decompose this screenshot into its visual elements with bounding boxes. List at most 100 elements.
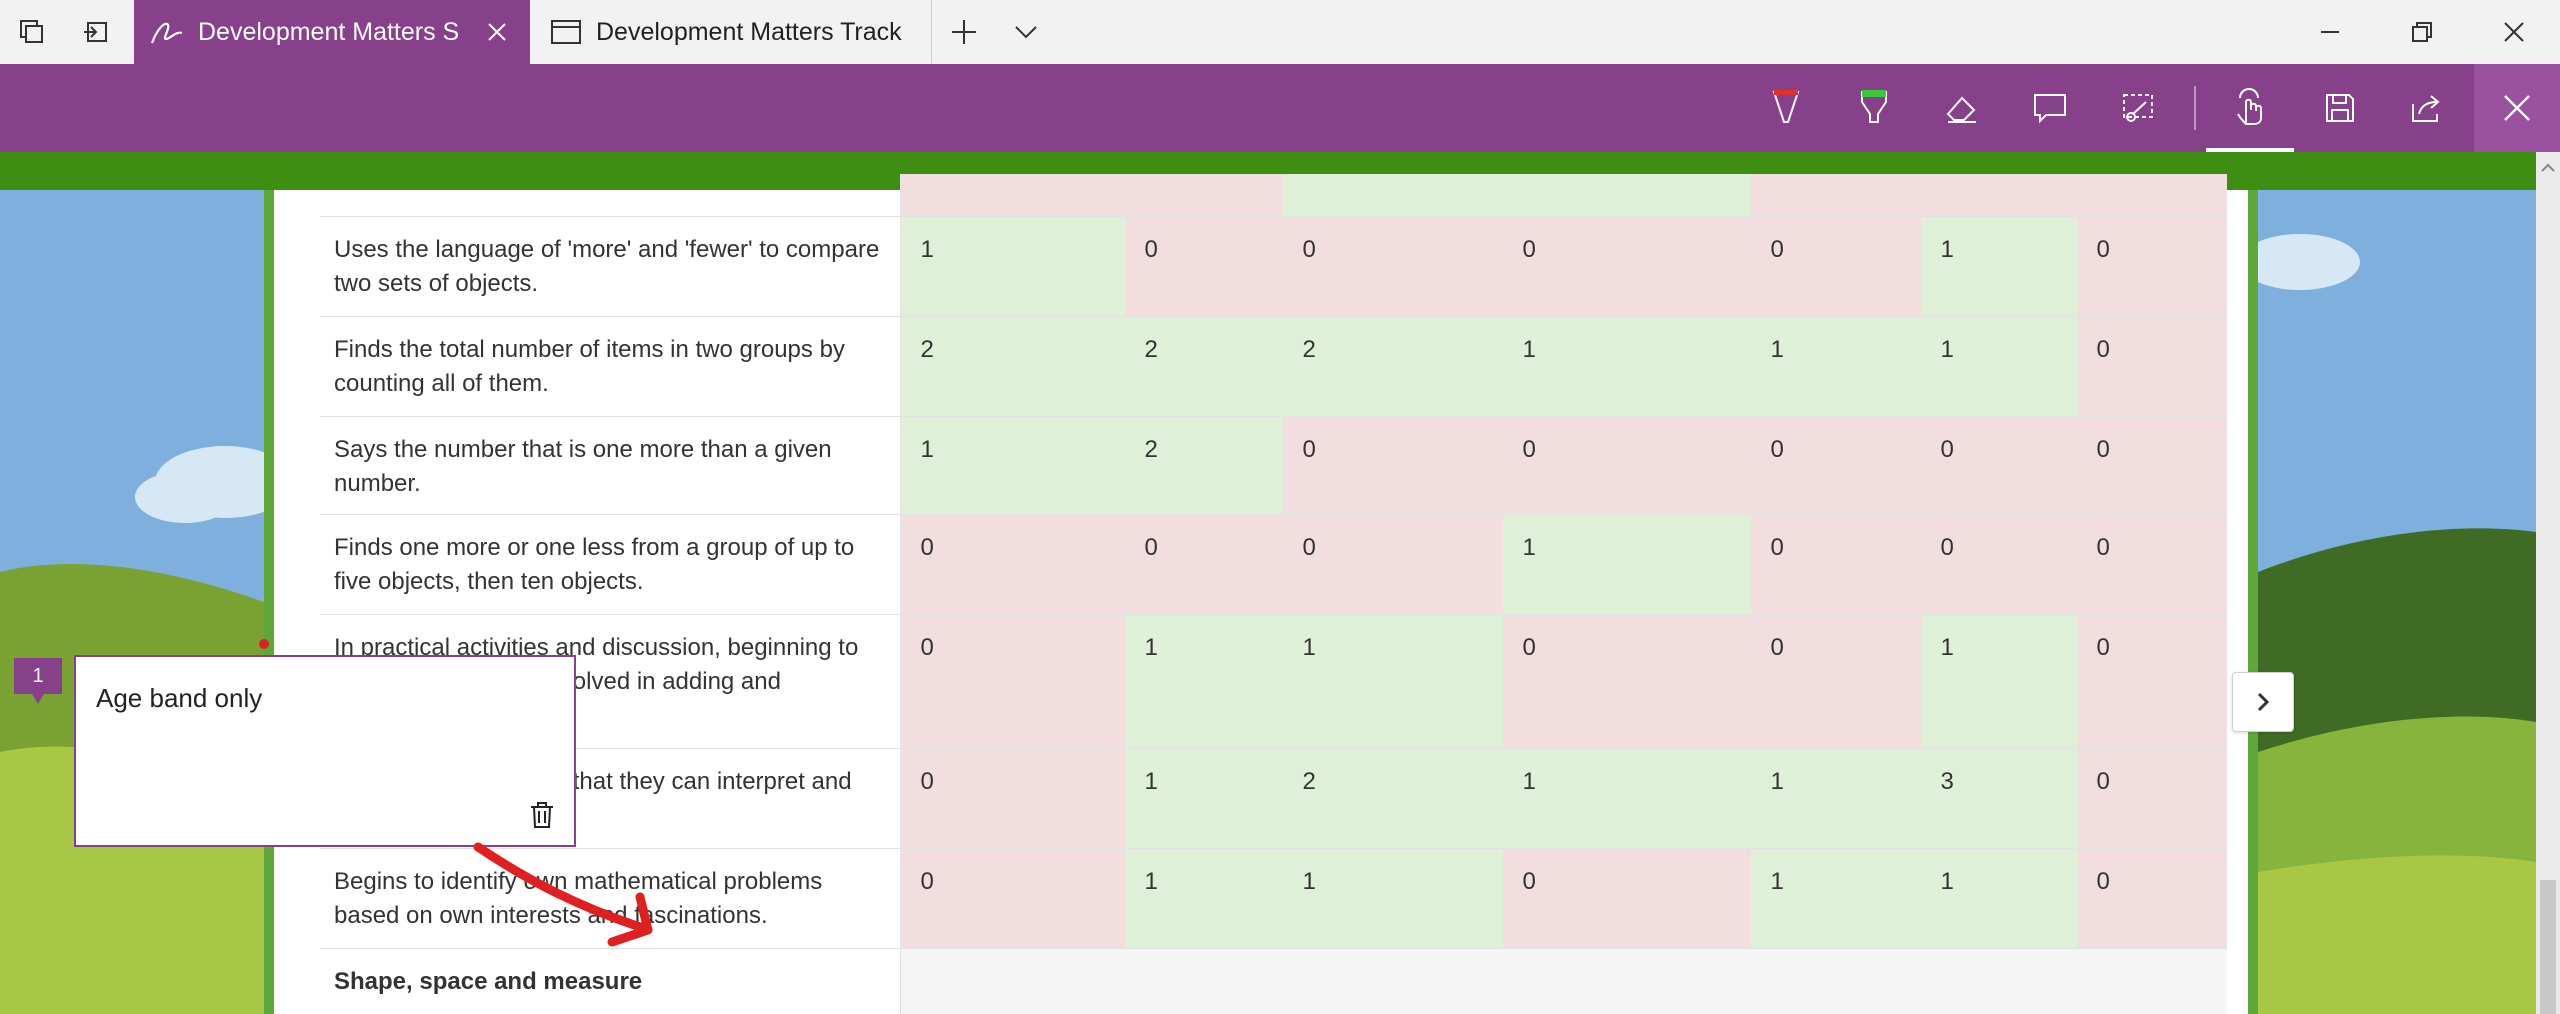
- table-cell: 0: [2076, 848, 2227, 949]
- table-cell: 0: [1502, 848, 1751, 949]
- add-note-icon: [2034, 94, 2066, 124]
- table-cell: 0: [900, 514, 1125, 615]
- table-cell: 0: [1282, 416, 1503, 515]
- table-cell: 3: [1920, 748, 2077, 849]
- comment-number: 1: [32, 664, 44, 687]
- tab-title: Development Matters S: [198, 17, 460, 46]
- table-cell: 0: [900, 748, 1125, 849]
- close-tab-icon[interactable]: [486, 21, 508, 43]
- page-content: Uses the language of 'more' and 'fewer' …: [0, 152, 2536, 1014]
- table-cell: 0: [1502, 216, 1751, 317]
- table-cell: [900, 174, 1125, 217]
- table-cell: 0: [2076, 514, 2227, 615]
- highlighter-tool[interactable]: [1836, 64, 1912, 152]
- table-cell: 0: [2076, 748, 2227, 849]
- tab-preview-chevron-icon[interactable]: [1004, 10, 1048, 54]
- tab-development-matters-track[interactable]: Development Matters Track: [530, 0, 932, 64]
- exit-inking-button[interactable]: [2474, 64, 2560, 152]
- table-cell: 0: [1502, 614, 1751, 749]
- table-cell: 1: [1124, 748, 1283, 849]
- table-row: Finds one more or one less from a group …: [320, 514, 2227, 615]
- toolbar-separator: [2194, 86, 2196, 130]
- add-note-tool[interactable]: [2012, 64, 2088, 152]
- table-cell: 2: [1124, 416, 1283, 515]
- title-bar: Development Matters S Development Matter…: [0, 0, 2560, 65]
- comment-badge[interactable]: 1: [14, 658, 62, 704]
- save-icon: [2326, 94, 2354, 122]
- touch-writing-icon: [2237, 88, 2262, 125]
- section-heading-row: Shape, space and measure: [320, 948, 2227, 1014]
- vertical-scrollbar[interactable]: [2536, 152, 2560, 1014]
- highlighter-icon: [1861, 90, 1887, 123]
- tracker-panel: Uses the language of 'more' and 'fewer' …: [264, 174, 2258, 1014]
- table-cell: 0: [1920, 416, 2077, 515]
- restore-button[interactable]: [2376, 0, 2468, 64]
- table-cell: 1: [1750, 748, 1921, 849]
- new-tab-icon[interactable]: [942, 10, 986, 54]
- comment-note[interactable]: Age band only: [74, 655, 576, 847]
- table-cell: [1750, 174, 1921, 217]
- table-cell: 0: [2076, 316, 2227, 417]
- table-cell: 1: [1920, 316, 2077, 417]
- table-cell: [1282, 174, 1503, 217]
- table-cell: 0: [1502, 416, 1751, 515]
- table-cell: 2: [1124, 316, 1283, 417]
- next-page-button[interactable]: [2232, 672, 2294, 732]
- row-label: Begins to identify own mathematical prob…: [320, 848, 901, 949]
- comment-text[interactable]: Age band only: [96, 683, 263, 713]
- ballpoint-pen-tool[interactable]: [1748, 64, 1824, 152]
- table-cell: 0: [1920, 514, 2077, 615]
- table-cell: 0: [1750, 614, 1921, 749]
- table-cell: 0: [2076, 614, 2227, 749]
- table-cell: 0: [2076, 216, 2227, 317]
- table-cell: 1: [1282, 848, 1503, 949]
- touch-writing-tool[interactable]: [2206, 64, 2294, 152]
- tab-development-matters-s[interactable]: Development Matters S: [134, 0, 530, 64]
- table-cell: 1: [900, 216, 1125, 317]
- table-cell: 0: [2076, 416, 2227, 515]
- eraser-tool[interactable]: [1924, 64, 2000, 152]
- minimize-button[interactable]: [2284, 0, 2376, 64]
- share-tool[interactable]: [2388, 64, 2464, 152]
- clip-tool[interactable]: [2100, 64, 2176, 152]
- table-row: Finds the total number of items in two g…: [320, 316, 2227, 417]
- table-cell: 0: [1750, 514, 1921, 615]
- save-ink-tool[interactable]: [2302, 64, 2378, 152]
- clip-icon: [2123, 94, 2153, 122]
- window-close-button[interactable]: [2468, 0, 2560, 64]
- table-cell: 0: [900, 614, 1125, 749]
- trash-icon: [531, 802, 553, 828]
- table-cell: 1: [1750, 316, 1921, 417]
- table-cell: 2: [1282, 748, 1503, 849]
- tab-manager-icon[interactable]: [10, 10, 54, 54]
- table-cell: 1: [900, 416, 1125, 515]
- table-cell: 1: [1502, 514, 1751, 615]
- table-cell: 1: [1124, 848, 1283, 949]
- table-row-partial: [320, 174, 2227, 217]
- table-row: Says the number that is one more than a …: [320, 416, 2227, 515]
- comment-anchor-dot: [259, 639, 269, 649]
- table-row: Begins to identify own mathematical prob…: [320, 848, 2227, 949]
- table-cell: 1: [1920, 614, 2077, 749]
- table-row: Uses the language of 'more' and 'fewer' …: [320, 216, 2227, 317]
- set-aside-tabs-icon[interactable]: [74, 10, 118, 54]
- table-cell: [1920, 174, 2077, 217]
- tracker-table: Uses the language of 'more' and 'fewer' …: [320, 174, 2227, 1014]
- table-cell: 2: [900, 316, 1125, 417]
- ballpoint-pen-icon: [1772, 90, 1800, 123]
- table-cell: 0: [1124, 514, 1283, 615]
- row-label: Uses the language of 'more' and 'fewer' …: [320, 216, 901, 317]
- table-cell: 1: [1920, 848, 2077, 949]
- close-icon: [2504, 95, 2530, 121]
- table-cell: 1: [1750, 848, 1921, 949]
- table-cell: 2: [1282, 316, 1503, 417]
- share-icon: [2412, 95, 2440, 122]
- scrollbar-thumb[interactable]: [2540, 880, 2556, 1014]
- table-cell: 0: [1282, 216, 1503, 317]
- section-blank: [900, 948, 2227, 1014]
- table-cell: 1: [1502, 316, 1751, 417]
- table-cell: [2076, 174, 2227, 217]
- tab-title: Development Matters Track: [596, 17, 902, 46]
- table-cell: 1: [1920, 216, 2077, 317]
- delete-comment-button[interactable]: [526, 799, 558, 831]
